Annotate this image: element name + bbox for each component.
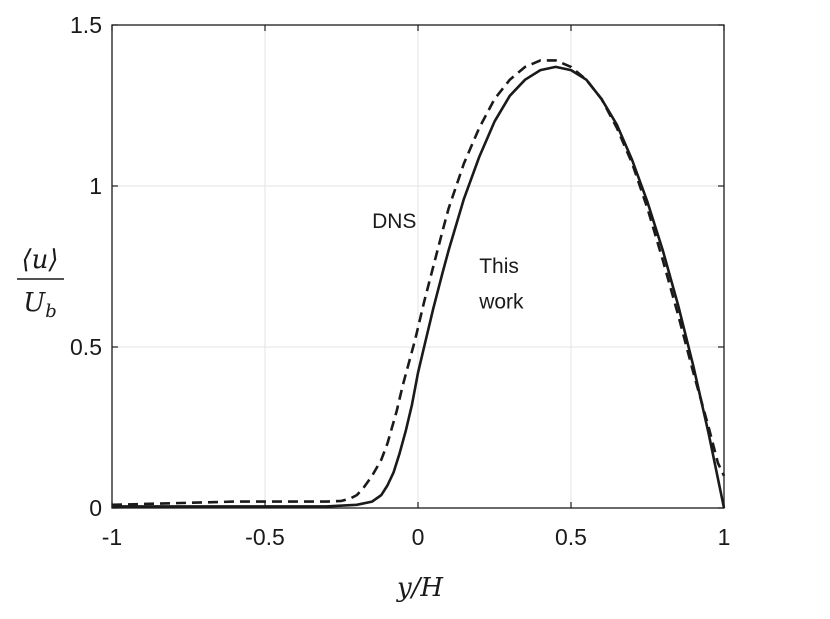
series-line-dns <box>111 59 726 507</box>
axis-ticks: -1 -0.5 0 0.5 1 0 0.5 1 1.5 <box>70 12 730 550</box>
y-tick-label: 0 <box>89 495 102 521</box>
y-axis-label-denominator-base: U <box>23 288 46 318</box>
y-tick-label: 1.5 <box>70 12 102 38</box>
series-lines <box>111 59 726 509</box>
x-tick-label: 0 <box>412 524 425 550</box>
x-tick-label: 1 <box>718 524 731 550</box>
x-tick-label: 0.5 <box>555 524 587 550</box>
y-axis-label-denominator-subscript: b <box>45 301 57 322</box>
annotations: DNS This work <box>372 210 524 313</box>
y-axis-label: ⟨u⟩ Ub <box>17 245 64 322</box>
x-axis-label: y/H <box>396 573 444 603</box>
y-tick-label: 1 <box>89 173 102 199</box>
annotation-label: work <box>478 290 524 313</box>
y-axis-label-numerator: ⟨u⟩ <box>21 245 58 275</box>
grid-lines <box>111 24 725 509</box>
series-line-this-work <box>112 65 726 509</box>
annotation-label: DNS <box>372 210 416 233</box>
y-axis-label-denominator: Ub <box>23 288 56 322</box>
x-tick-label: -1 <box>102 524 122 550</box>
annotation-label: This <box>479 255 519 278</box>
y-tick-label: 0.5 <box>70 334 102 360</box>
x-tick-label: -0.5 <box>245 524 285 550</box>
